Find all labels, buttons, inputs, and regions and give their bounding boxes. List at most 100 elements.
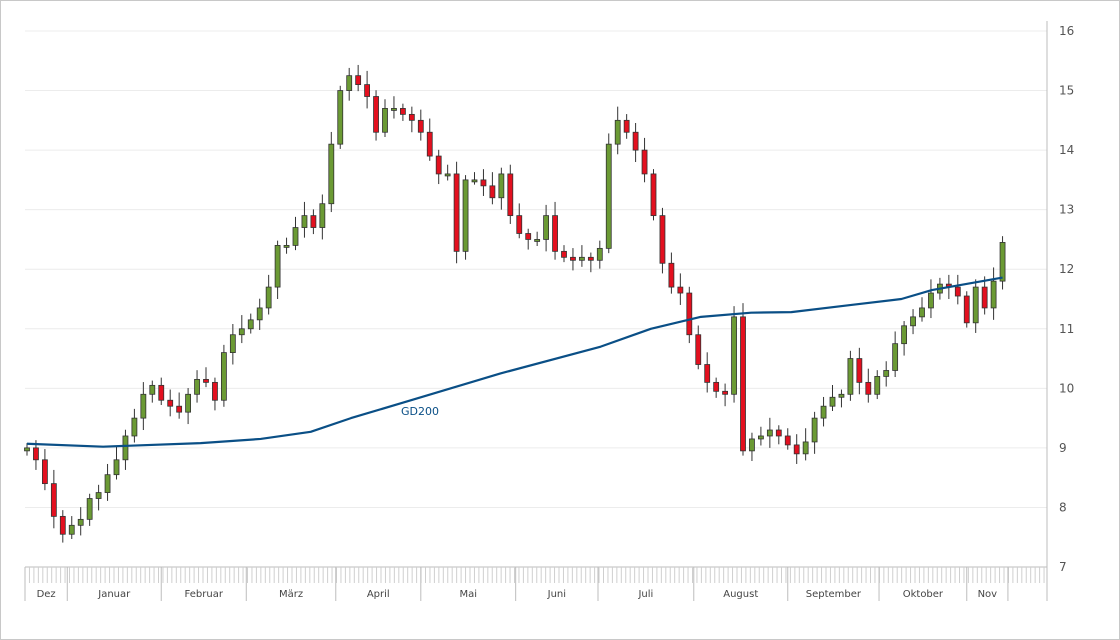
candle-up	[346, 75, 353, 91]
candle-down	[167, 399, 174, 407]
y-tick-label: 8	[1059, 500, 1067, 514]
candle-down	[632, 131, 639, 151]
candle-up	[140, 393, 147, 419]
candle-up	[829, 396, 836, 407]
candle-up	[444, 173, 451, 177]
candle-down	[516, 215, 523, 234]
candle-down	[525, 233, 532, 240]
candle-down	[793, 444, 800, 455]
candle-down	[623, 119, 630, 133]
candle-up	[811, 417, 818, 443]
candle-up	[579, 256, 585, 261]
month-label: Dez	[37, 589, 56, 600]
candle-down	[42, 459, 48, 485]
month-label: März	[279, 589, 303, 600]
candle-down	[59, 515, 66, 535]
candle-up	[534, 239, 541, 242]
candle-down	[775, 429, 782, 437]
candle-down	[784, 435, 791, 446]
y-tick-label: 15	[1059, 84, 1074, 98]
candle-up	[999, 242, 1006, 282]
candle-down	[408, 113, 415, 121]
candle-up	[247, 319, 254, 330]
candle-down	[203, 378, 209, 383]
candle-up	[391, 108, 397, 111]
candle-up	[838, 393, 845, 398]
x-axis-labels: Dez Januar Februar März April Mai Juni Juli Augu…	[37, 589, 998, 600]
month-label: Februar	[185, 589, 224, 600]
candle-up	[596, 247, 603, 261]
candle-up	[990, 280, 997, 309]
candle-down	[435, 155, 442, 175]
gd200-label: GD200	[401, 405, 439, 418]
candle-up	[614, 119, 621, 145]
candle-up	[328, 143, 335, 205]
candle-up	[847, 358, 854, 395]
candle-down	[650, 173, 657, 217]
candle-up	[337, 90, 344, 145]
candle-down	[704, 364, 711, 383]
candle-down	[310, 215, 317, 228]
candle-up	[910, 316, 916, 327]
candle-down	[399, 108, 406, 115]
candle-up	[24, 447, 30, 452]
candle-up	[820, 405, 827, 419]
candle-down	[417, 119, 424, 133]
candle-down	[364, 84, 371, 97]
candle-up	[283, 244, 290, 248]
candle-up	[928, 292, 934, 309]
axes	[24, 21, 1048, 601]
gd200-series	[26, 276, 1003, 448]
candle-up	[122, 435, 129, 461]
candle-up	[256, 307, 263, 321]
candle-up	[104, 474, 111, 493]
y-tick-label: 14	[1059, 143, 1074, 157]
candle-down	[713, 381, 720, 392]
candle-up	[605, 143, 612, 249]
candle-up	[802, 441, 809, 455]
candle-down	[489, 185, 496, 199]
candle-up	[194, 378, 200, 395]
month-label: August	[723, 589, 758, 600]
candles	[24, 64, 1006, 543]
y-tick-label: 11	[1059, 322, 1074, 336]
candle-up	[265, 286, 272, 309]
candle-down	[587, 256, 594, 261]
candle-up	[874, 376, 881, 395]
candle-down	[570, 256, 576, 261]
month-label: Juni	[547, 589, 566, 600]
candle-down	[740, 316, 746, 452]
y-tick-label: 9	[1059, 441, 1067, 455]
candle-up	[113, 459, 120, 476]
candle-up	[731, 316, 737, 395]
candle-up	[972, 286, 979, 324]
candle-down	[176, 405, 183, 413]
month-label: September	[806, 589, 862, 600]
candle-down	[426, 131, 433, 157]
candle-up	[749, 438, 755, 452]
candle-down	[158, 384, 165, 401]
candle-down	[954, 286, 961, 297]
candle-up	[229, 334, 236, 354]
month-label: Juli	[637, 589, 653, 600]
candle-down	[507, 173, 514, 217]
month-label: Mai	[459, 589, 477, 600]
candle-up	[892, 343, 899, 371]
y-axis-labels: 7 8 9 10 11 12 13 14 15 16	[1059, 24, 1074, 574]
candle-down	[33, 447, 39, 461]
gd200-line	[26, 276, 1003, 448]
candle-down	[659, 215, 666, 264]
candle-up	[901, 325, 907, 345]
candle-up	[77, 518, 84, 526]
candle-down	[722, 390, 728, 395]
y-tick-label: 16	[1059, 24, 1074, 38]
candle-up	[498, 173, 505, 199]
candle-up	[292, 227, 299, 246]
candle-down	[686, 292, 693, 336]
candle-down	[373, 96, 379, 133]
candle-up	[95, 492, 102, 499]
candle-down	[641, 149, 648, 175]
y-tick-label: 13	[1059, 203, 1074, 217]
candle-down	[212, 381, 218, 401]
